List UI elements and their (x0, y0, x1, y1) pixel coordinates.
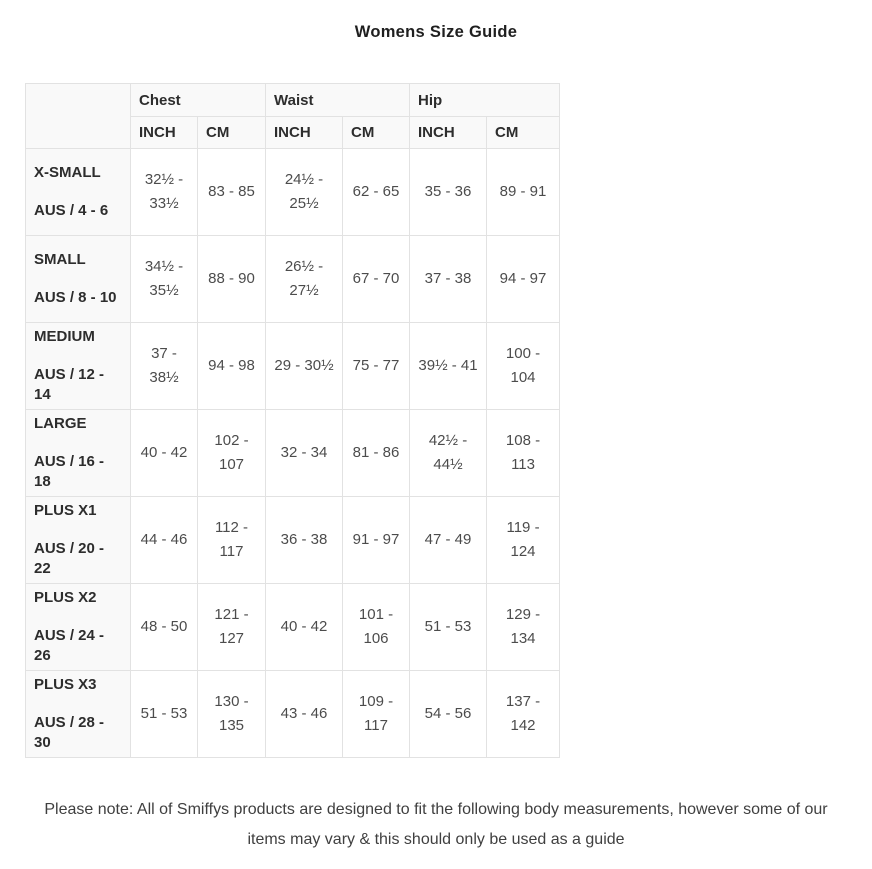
chest-inch-value: 48 - 50 (130, 583, 198, 671)
size-name: PLUS X1 (34, 502, 97, 519)
waist-inch-value: 43 - 46 (265, 670, 343, 758)
hip-inch-value: 54 - 56 (409, 670, 488, 758)
waist-cm-value: 91 - 97 (341, 496, 411, 584)
table-row-medium: MEDIUM AUS / 12 - 14 37 - 38½ 94 - 98 29… (25, 322, 561, 410)
unit-header-chest-cm: CM (197, 116, 266, 149)
waist-inch-value: 36 - 38 (265, 496, 343, 584)
aus-size: AUS / 16 - 18 (34, 453, 105, 490)
table-row-plus-x1: PLUS X1 AUS / 20 - 22 44 - 46 112 - 117 … (25, 496, 561, 584)
table-row-plus-x2: PLUS X2 AUS / 24 - 26 48 - 50 121 - 127 … (25, 583, 561, 671)
hip-cm-value: 108 - 113 (486, 409, 561, 497)
chest-inch-value: 40 - 42 (130, 409, 198, 497)
table-row-small: SMALL AUS / 8 - 10 34½ - 35½ 88 - 90 26½… (25, 235, 561, 323)
row-label: PLUS X3 AUS / 28 - 30 (25, 670, 131, 758)
hip-inch-value: 42½ - 44½ (409, 409, 488, 497)
column-group-chest: Chest (130, 83, 266, 117)
waist-cm-value: 101 - 106 (341, 583, 411, 671)
waist-inch-value: 29 - 30½ (265, 322, 343, 410)
hip-inch-value: 47 - 49 (409, 496, 488, 584)
hip-inch-value: 39½ - 41 (409, 322, 488, 410)
row-label: PLUS X2 AUS / 24 - 26 (25, 583, 131, 671)
chest-cm-value: 112 - 117 (197, 496, 266, 584)
column-group-hip: Hip (409, 83, 561, 117)
size-guide-table: Chest Waist Hip INCH CM INCH CM INCH CM … (25, 83, 561, 758)
hip-inch-value: 37 - 38 (409, 235, 488, 323)
hip-inch-value: 51 - 53 (409, 583, 488, 671)
table-group-header-row: Chest Waist Hip (25, 83, 561, 149)
chest-cm-value: 83 - 85 (197, 148, 266, 236)
page-title: Womens Size Guide (354, 23, 518, 41)
unit-header-hip-inch: INCH (409, 116, 488, 149)
chest-cm-value: 130 - 135 (197, 670, 266, 758)
aus-size: AUS / 12 - 14 (34, 366, 105, 403)
chest-cm-value: 121 - 127 (197, 583, 266, 671)
size-name: MEDIUM (34, 328, 95, 345)
waist-cm-value: 62 - 65 (341, 148, 411, 236)
waist-cm-value: 109 - 117 (341, 670, 411, 758)
waist-inch-value: 32 - 34 (265, 409, 343, 497)
unit-header-chest-inch: INCH (130, 116, 198, 149)
table-row-x-small: X-SMALL AUS / 4 - 6 32½ - 33½ 83 - 85 24… (25, 148, 561, 236)
chest-inch-value: 51 - 53 (130, 670, 198, 758)
size-name: SMALL (34, 251, 86, 268)
row-label: X-SMALL AUS / 4 - 6 (25, 148, 131, 236)
waist-inch-value: 24½ - 25½ (265, 148, 343, 236)
hip-cm-value: 94 - 97 (486, 235, 561, 323)
chest-cm-value: 94 - 98 (197, 322, 266, 410)
waist-cm-value: 81 - 86 (341, 409, 411, 497)
row-label: LARGE AUS / 16 - 18 (25, 409, 131, 497)
aus-size: AUS / 8 - 10 (34, 289, 117, 306)
size-name: PLUS X2 (34, 589, 97, 606)
aus-size: AUS / 24 - 26 (34, 627, 105, 664)
unit-header-waist-cm: CM (341, 116, 411, 149)
chest-inch-value: 44 - 46 (130, 496, 198, 584)
footer-note: Please note: All of Smiffys products are… (44, 801, 828, 848)
hip-cm-value: 137 - 142 (486, 670, 561, 758)
hip-cm-value: 119 - 124 (486, 496, 561, 584)
hip-inch-value: 35 - 36 (409, 148, 488, 236)
column-group-waist: Waist (264, 83, 411, 117)
aus-size: AUS / 20 - 22 (34, 540, 105, 577)
aus-size: AUS / 4 - 6 (34, 202, 109, 219)
unit-header-hip-cm: CM (486, 116, 561, 149)
hip-cm-value: 89 - 91 (486, 148, 561, 236)
hip-cm-value: 100 - 104 (486, 322, 561, 410)
chest-inch-value: 32½ - 33½ (130, 148, 198, 236)
table-row-large: LARGE AUS / 16 - 18 40 - 42 102 - 107 32… (25, 409, 561, 497)
hip-cm-value: 129 - 134 (486, 583, 561, 671)
chest-inch-value: 34½ - 35½ (130, 235, 198, 323)
row-label: SMALL AUS / 8 - 10 (25, 235, 131, 323)
table-corner-cell (25, 83, 131, 149)
waist-inch-value: 40 - 42 (265, 583, 343, 671)
table-row-plus-x3: PLUS X3 AUS / 28 - 30 51 - 53 130 - 135 … (25, 670, 561, 758)
table-unit-header-row: INCH CM INCH CM INCH CM (26, 116, 561, 149)
aus-size: AUS / 28 - 30 (34, 714, 105, 751)
size-name: LARGE (34, 415, 87, 432)
size-name: X-SMALL (34, 164, 101, 181)
chest-cm-value: 102 - 107 (197, 409, 266, 497)
row-label: PLUS X1 AUS / 20 - 22 (25, 496, 131, 584)
chest-cm-value: 88 - 90 (197, 235, 266, 323)
waist-cm-value: 75 - 77 (341, 322, 411, 410)
unit-header-waist-inch: INCH (265, 116, 343, 149)
waist-inch-value: 26½ - 27½ (265, 235, 343, 323)
row-label: MEDIUM AUS / 12 - 14 (25, 322, 131, 410)
waist-cm-value: 67 - 70 (341, 235, 411, 323)
chest-inch-value: 37 - 38½ (130, 322, 198, 410)
size-name: PLUS X3 (34, 676, 97, 693)
